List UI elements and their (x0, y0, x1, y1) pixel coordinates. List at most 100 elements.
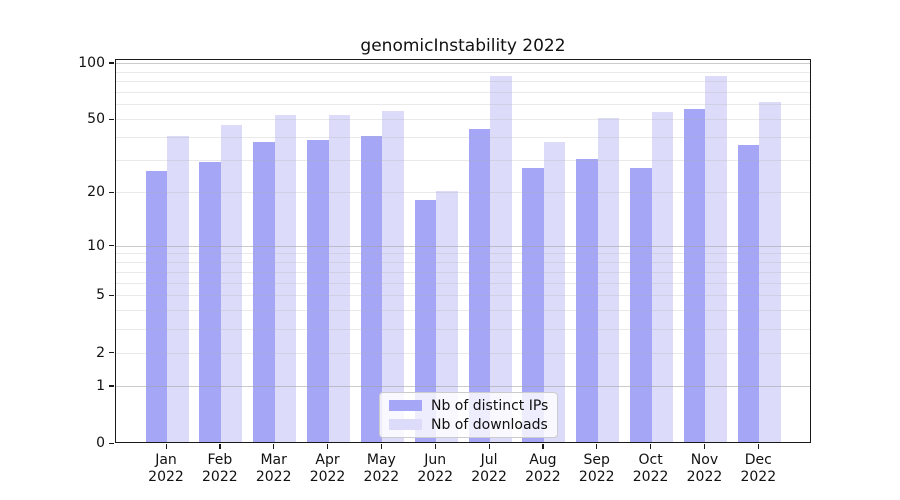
x-tick-mark-jul (488, 444, 490, 449)
minor-gridline-2 (116, 352, 810, 354)
x-tick-label-may: May 2022 (351, 452, 411, 485)
x-tick-mark-apr (327, 444, 329, 449)
x-tick-year: 2022 (363, 468, 400, 485)
y-tick-label-10: 10 (87, 237, 105, 254)
bar-jun-downloads (436, 191, 458, 442)
y-tick-mark-5 (109, 294, 114, 297)
major-gridline-100 (116, 62, 810, 64)
legend-label-downloads: Nb of downloads (431, 416, 548, 433)
minor-gridline-9 (116, 253, 810, 255)
minor-gridline-8 (116, 262, 810, 264)
x-tick-month: Feb (207, 452, 233, 468)
bar-nov-distinct-ips (683, 109, 706, 442)
x-tick-year: 2022 (578, 468, 615, 485)
major-gridline-10 (116, 245, 810, 247)
y-tick-mark-1 (109, 385, 114, 387)
x-tick-label-sep: Sep 2022 (567, 452, 627, 485)
bar-sep-downloads (597, 118, 620, 442)
x-tick-mark-dec (757, 444, 759, 449)
y-tick-mark-0 (109, 442, 114, 444)
bar-feb-distinct-ips (199, 161, 221, 442)
y-tick-label-50: 50 (87, 111, 105, 128)
legend-label-distinct-ips: Nb of distinct IPs (431, 397, 549, 414)
x-tick-month: Mar (260, 452, 287, 468)
major-gridline-1 (116, 385, 810, 387)
x-tick-label-nov: Nov 2022 (674, 452, 734, 485)
x-tick-mark-feb (219, 444, 221, 449)
x-tick-month: Nov (690, 452, 719, 468)
x-tick-label-jun: Jun 2022 (405, 452, 465, 485)
y-tick-label-100: 100 (78, 54, 105, 71)
legend-item-downloads: Nb of downloads (389, 416, 548, 433)
x-tick-year: 2022 (740, 468, 777, 485)
x-tick-mark-oct (650, 444, 652, 449)
legend-item-distinct-ips: Nb of distinct IPs (389, 397, 549, 414)
chart-title: genomicInstability 2022 (360, 36, 566, 56)
x-tick-month: Jul (480, 452, 498, 468)
x-tick-mark-may (380, 444, 383, 449)
x-tick-year: 2022 (525, 468, 561, 485)
bar-may-downloads (382, 110, 404, 442)
y-tick-mark-2 (109, 352, 114, 354)
bar-jun-distinct-ips (414, 199, 437, 442)
bar-oct-distinct-ips (630, 167, 652, 442)
minor-gridline-50 (116, 119, 810, 121)
x-tick-month: Apr (315, 452, 340, 468)
y-tick-mark-10 (109, 245, 114, 247)
legend-swatch-distinct-ips (389, 400, 422, 411)
minor-gridline-3 (116, 328, 810, 330)
minor-gridline-20 (116, 192, 810, 194)
bar-may-distinct-ips (360, 136, 383, 442)
y-tick-label-2: 2 (96, 344, 105, 361)
bar-apr-distinct-ips (307, 140, 329, 442)
x-tick-mark-nov (703, 444, 706, 449)
x-tick-month: Sep (583, 452, 610, 468)
x-tick-year: 2022 (417, 468, 454, 485)
minor-gridline-4 (116, 310, 810, 312)
x-tick-label-jul: Jul 2022 (459, 452, 519, 485)
x-tick-month: Oct (638, 452, 663, 468)
x-tick-label-feb: Feb 2022 (190, 452, 250, 485)
minor-gridline-30 (116, 160, 810, 162)
minor-gridline-60 (116, 104, 810, 106)
bar-aug-downloads (543, 142, 566, 442)
x-tick-year: 2022 (632, 468, 669, 485)
x-tick-mark-jan (165, 444, 167, 449)
y-tick-mark-100 (109, 62, 114, 64)
minor-gridline-70 (116, 91, 810, 93)
minor-gridline-5 (116, 295, 810, 297)
legend-swatch-downloads (389, 419, 422, 430)
x-tick-mark-sep (596, 444, 598, 449)
bar-oct-downloads (651, 112, 674, 442)
minor-gridline-7 (116, 271, 810, 273)
x-tick-year: 2022 (471, 468, 507, 485)
x-tick-label-dec: Dec 2022 (728, 452, 788, 485)
bar-sep-distinct-ips (576, 159, 598, 442)
x-tick-label-apr: Apr 2022 (298, 452, 358, 485)
x-tick-label-aug: Aug 2022 (513, 452, 573, 485)
legend: Nb of distinct IPs Nb of downloads (379, 392, 559, 438)
minor-gridline-80 (116, 81, 810, 83)
x-tick-label-mar: Mar 2022 (244, 452, 304, 485)
x-tick-month: Jun (424, 452, 447, 468)
bar-feb-downloads (220, 124, 243, 442)
bar-jul-distinct-ips (468, 128, 491, 442)
bar-nov-downloads (705, 76, 727, 442)
x-tick-year: 2022 (309, 468, 346, 485)
x-tick-year: 2022 (202, 468, 238, 485)
x-tick-label-oct: Oct 2022 (621, 452, 681, 485)
bar-mar-distinct-ips (253, 142, 275, 442)
x-tick-year: 2022 (148, 468, 184, 485)
bar-dec-downloads (759, 102, 781, 442)
minor-gridline-6 (116, 282, 810, 284)
bar-aug-distinct-ips (522, 167, 544, 442)
plot-area (115, 59, 811, 443)
minor-gridline-40 (116, 137, 810, 139)
bar-jan-downloads (167, 136, 189, 442)
x-tick-mark-jun (434, 444, 436, 449)
bar-mar-downloads (274, 115, 297, 442)
x-tick-label-jan: Jan 2022 (136, 452, 196, 485)
bar-dec-distinct-ips (737, 144, 760, 442)
y-tick-mark-20 (109, 191, 114, 193)
